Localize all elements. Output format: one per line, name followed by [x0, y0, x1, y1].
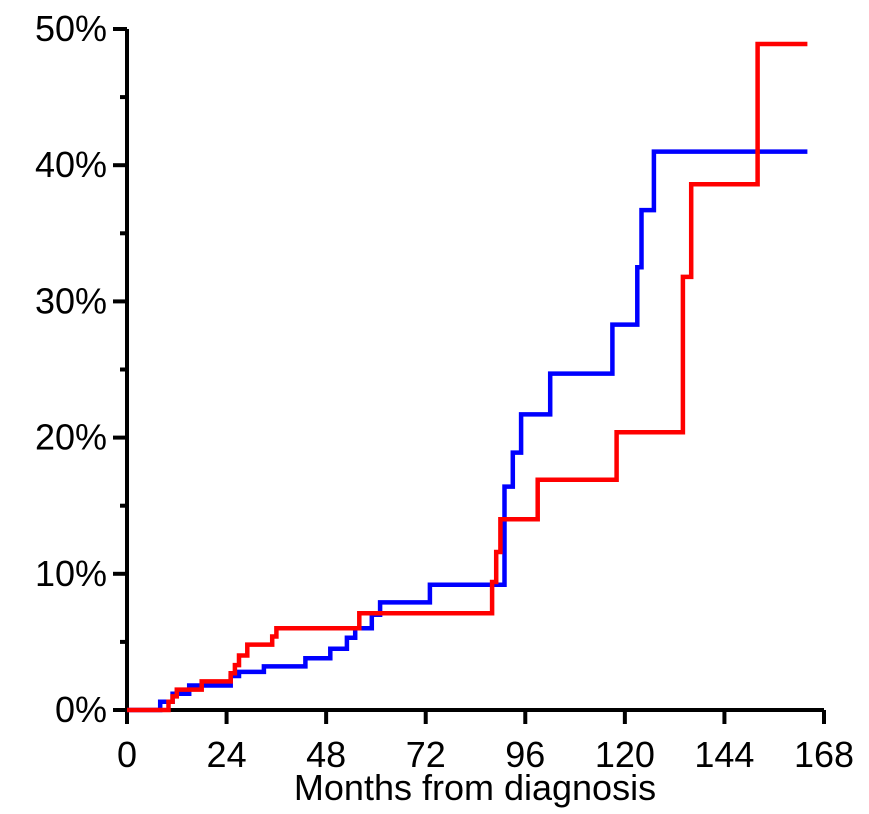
y-tick-label: 10%	[35, 553, 107, 594]
tick-labels: 0% 10% 20% 30% 40% 50% 0 24 48 72 96 120 144 168	[35, 8, 854, 775]
x-tick-label: 168	[794, 734, 854, 775]
x-tick-label: 24	[207, 734, 247, 775]
y-tick-label: 50%	[35, 8, 107, 49]
x-axis-title: Months from diagnosis	[294, 767, 656, 808]
x-tick-label: 0	[117, 734, 137, 775]
x-tick-label: 144	[694, 734, 754, 775]
x-tick-label: 48	[306, 734, 346, 775]
y-tick-label: 40%	[35, 144, 107, 185]
y-tick-label: 20%	[35, 417, 107, 458]
series-group	[127, 41, 808, 713]
axes	[113, 27, 826, 724]
y-tick-label: 0%	[55, 689, 107, 730]
y-tick-label: 30%	[35, 280, 107, 321]
series-line-2	[127, 41, 808, 713]
x-tick-label: 120	[595, 734, 655, 775]
x-tick-label: 96	[505, 734, 545, 775]
x-tick-label: 72	[406, 734, 446, 775]
series-line-1	[127, 149, 808, 713]
